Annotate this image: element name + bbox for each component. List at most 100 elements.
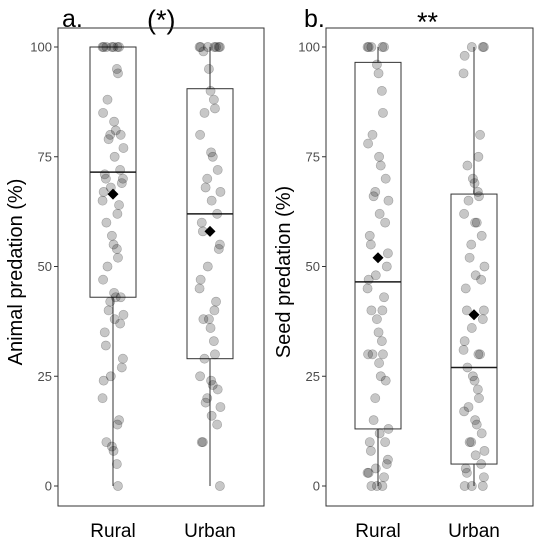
data-point (377, 305, 388, 316)
data-point (362, 467, 373, 478)
data-point (110, 125, 121, 136)
data-point (367, 129, 378, 140)
data-point (118, 173, 128, 184)
data-point (472, 384, 483, 395)
data-point (479, 445, 490, 456)
boxes-a (89, 46, 234, 486)
points-b (362, 42, 490, 491)
data-point (99, 169, 110, 180)
data-point (214, 239, 225, 250)
data-point (195, 274, 206, 285)
data-point (97, 195, 108, 206)
data-point (375, 160, 386, 171)
data-point (113, 481, 123, 491)
data-point (199, 107, 210, 118)
data-point (371, 481, 382, 491)
data-point (458, 345, 469, 355)
data-point (380, 375, 391, 386)
data-point (472, 186, 483, 197)
data-point (463, 195, 474, 206)
data-point (199, 353, 210, 364)
data-point (111, 459, 122, 469)
data-point (466, 481, 477, 491)
data-point (469, 375, 480, 386)
y-tick-label: 0 (45, 479, 52, 494)
data-point (200, 182, 211, 193)
data-point (378, 349, 388, 360)
data-point (211, 296, 221, 307)
data-point (114, 415, 124, 426)
data-point (477, 314, 488, 325)
data-point (462, 362, 473, 373)
y-tick-label: 50 (306, 259, 320, 274)
data-point (211, 42, 221, 52)
data-point (195, 371, 205, 382)
data-point (466, 42, 477, 52)
data-point (467, 371, 478, 382)
data-point (107, 42, 117, 52)
data-point (98, 375, 109, 386)
data-point (464, 252, 475, 263)
data-point (471, 217, 482, 228)
x-tick-label-rural-a: Rural (90, 521, 135, 542)
y-axis-label-b: Seed predation (%) (273, 186, 295, 358)
data-point (116, 362, 127, 373)
data-point (466, 437, 477, 447)
data-point (116, 178, 127, 188)
y-tick-label: 75 (306, 149, 320, 164)
data-point (114, 200, 124, 210)
data-point (214, 481, 225, 491)
data-point (100, 173, 111, 184)
data-point (471, 419, 482, 430)
data-point (470, 217, 480, 228)
data-point (115, 129, 126, 140)
data-point (115, 318, 126, 329)
data-point (366, 305, 377, 316)
data-point (208, 336, 219, 347)
data-point (373, 68, 384, 79)
data-point (105, 296, 116, 307)
data-point (102, 261, 113, 272)
data-point (459, 336, 470, 347)
data-point (196, 217, 207, 228)
data-point (209, 42, 220, 52)
boxes-b (354, 47, 498, 486)
data-point (478, 472, 489, 483)
data-point (202, 393, 213, 404)
data-point (118, 353, 128, 364)
data-point (194, 42, 205, 52)
data-point (213, 42, 224, 52)
data-point (377, 481, 388, 491)
data-point (459, 208, 469, 219)
data-point (195, 42, 206, 52)
data-point (381, 261, 392, 272)
data-point (374, 428, 385, 439)
data-point (478, 42, 489, 52)
data-point (97, 42, 108, 52)
data-point (475, 349, 485, 360)
data-point (375, 371, 386, 382)
data-point (374, 208, 385, 219)
data-point (112, 42, 123, 52)
data-point (108, 42, 119, 52)
data-point (212, 384, 223, 395)
data-point (198, 314, 209, 325)
data-point (370, 463, 381, 474)
y-tick-label: 50 (38, 259, 52, 274)
x-tick-label-urban-a: Urban (184, 521, 236, 542)
data-point (371, 59, 382, 70)
data-point (477, 481, 488, 491)
data-point (100, 340, 111, 351)
data-point (212, 165, 223, 175)
data-point (112, 419, 123, 430)
data-point (203, 314, 214, 325)
data-point (380, 437, 391, 447)
data-point (366, 42, 377, 52)
panel-seed-predation: b. ** Seed predation (%) 0 25 50 75 100 Rura… (273, 5, 534, 542)
data-point (363, 349, 373, 360)
data-point (113, 68, 123, 79)
data-point (376, 86, 387, 96)
data-point (98, 107, 108, 118)
data-point (212, 208, 223, 219)
